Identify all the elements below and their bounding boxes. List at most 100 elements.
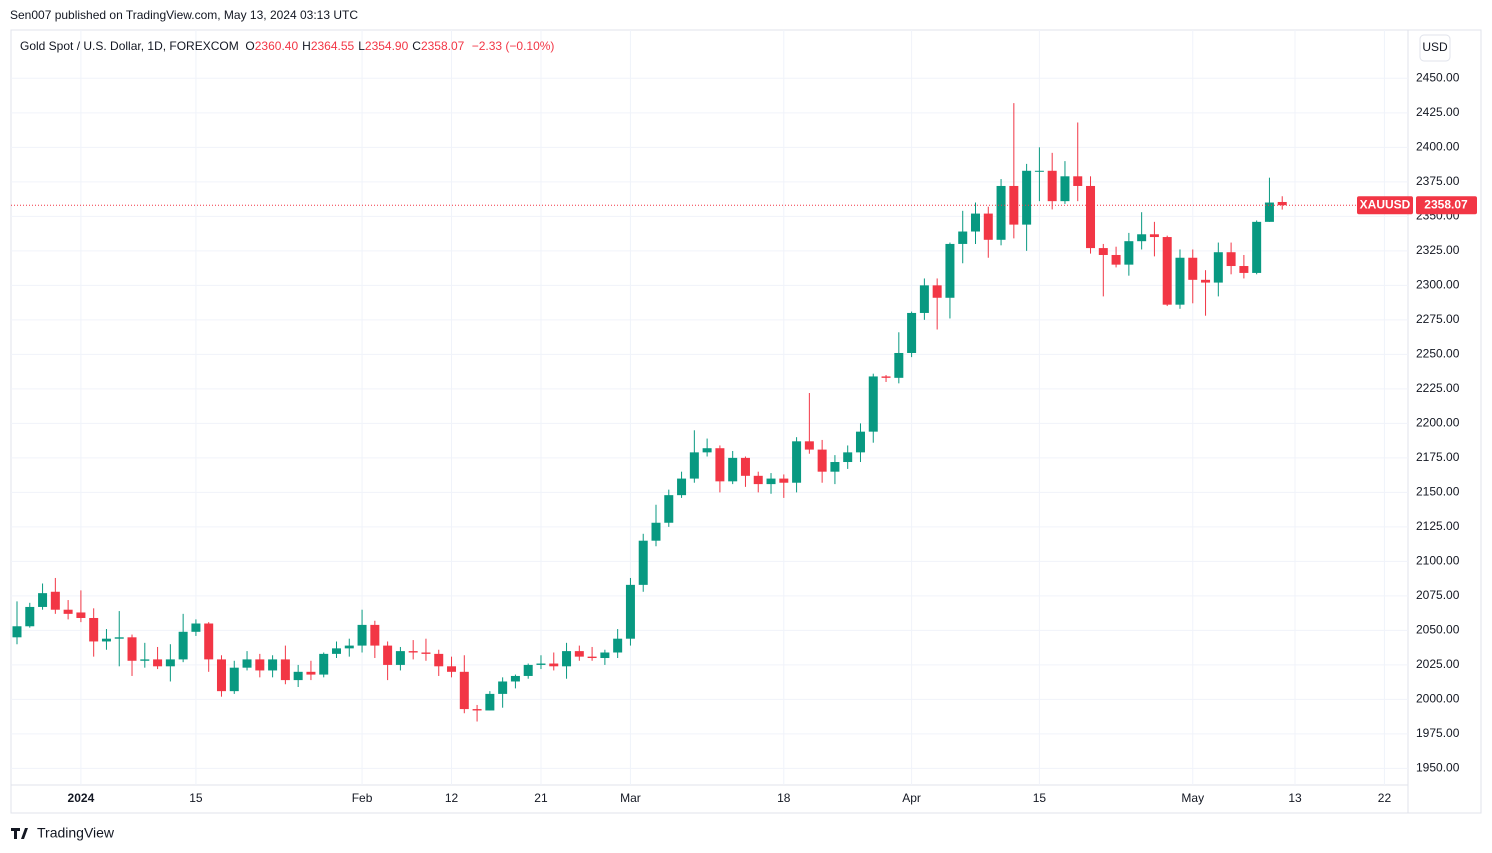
candle-body	[178, 631, 188, 660]
x-tick-label: 22	[1378, 791, 1392, 805]
x-tick-label: 12	[445, 791, 459, 805]
candle-body	[63, 609, 73, 614]
candle-body	[216, 659, 226, 692]
candle-body	[204, 623, 214, 660]
x-tick-label: 15	[1033, 791, 1047, 805]
ohlc-value: 2360.40	[254, 39, 299, 53]
candle-body	[664, 495, 674, 523]
candle-body	[293, 671, 303, 681]
y-tick-label: 2300.00	[1416, 278, 1460, 292]
candle-body	[868, 376, 878, 432]
candle-body	[638, 540, 648, 585]
candle-body	[510, 675, 520, 682]
candle-body	[447, 666, 457, 672]
candle-body	[766, 478, 776, 485]
x-tick-label: 21	[534, 791, 548, 805]
candle-body	[268, 659, 278, 671]
chart-frame	[10, 29, 1482, 814]
candle-body	[1264, 202, 1274, 222]
y-tick-label: 2275.00	[1416, 312, 1460, 326]
currency-button[interactable]	[1419, 34, 1451, 62]
candle-body	[562, 651, 572, 667]
y-tick-label: 2200.00	[1416, 416, 1460, 430]
x-tick-label: Feb	[352, 791, 373, 805]
candle-body	[830, 462, 840, 472]
candle-body	[907, 312, 917, 353]
candle-body	[1226, 252, 1236, 267]
candle-body	[395, 651, 405, 665]
candle-body	[357, 624, 367, 646]
candle-body	[89, 617, 99, 642]
y-tick-label: 2175.00	[1416, 450, 1460, 464]
candle-body	[472, 709, 482, 711]
candle-body	[1201, 279, 1211, 283]
candle-body	[779, 478, 789, 483]
candle-body	[1162, 237, 1172, 305]
plot: 1950.00 1975.00 2000.00 2025.00 2050.00 2075.…	[11, 30, 1477, 805]
candle-body	[1137, 234, 1147, 242]
symbol-label: XAUUSD	[1360, 197, 1411, 211]
y-tick-label: 2225.00	[1416, 381, 1460, 395]
candle-body	[715, 448, 725, 482]
candle-body	[38, 593, 48, 607]
change: −2.33 (−0.10%)	[471, 39, 555, 53]
candle-body	[383, 645, 393, 665]
candle-body	[971, 213, 980, 232]
candle-body	[153, 659, 163, 667]
price-label: 2358.07	[1424, 197, 1468, 211]
ohlc-key: L	[358, 39, 365, 53]
candle-body	[1047, 170, 1057, 202]
candle-body	[127, 637, 137, 661]
candle-body	[319, 653, 329, 675]
candle-body	[625, 584, 635, 639]
candle-body	[370, 624, 380, 646]
candle-body	[945, 243, 955, 298]
ohlc-value: 2354.90	[364, 39, 409, 53]
candle-body	[855, 431, 865, 453]
candle-body	[1022, 170, 1032, 225]
candle-body	[1252, 221, 1262, 273]
candle-body	[101, 638, 111, 642]
candle-body	[536, 663, 546, 665]
candle-body	[344, 645, 354, 649]
candle-body	[421, 652, 431, 654]
candle-body	[408, 651, 418, 653]
candle-body	[76, 612, 86, 618]
candle-body	[574, 651, 584, 657]
candle-body	[306, 671, 316, 675]
currency[interactable]: USD	[1422, 40, 1448, 54]
candle-body	[996, 185, 1006, 240]
candle-body	[255, 659, 265, 671]
candle-body	[1060, 176, 1070, 202]
candle-body	[983, 213, 993, 240]
price-tag	[1416, 196, 1477, 215]
ohlc-value: 2364.55	[310, 39, 355, 53]
candle-body	[613, 638, 623, 653]
y-tick-label: 2375.00	[1416, 174, 1460, 188]
candle-body	[702, 448, 712, 453]
candle-body	[498, 681, 508, 694]
y-tick-label: 2125.00	[1416, 519, 1460, 533]
candle-body	[434, 653, 444, 667]
y-tick-label: 2100.00	[1416, 554, 1460, 568]
symbol-tag	[1357, 196, 1413, 215]
candle-body	[958, 231, 968, 244]
y-tick-label: 2075.00	[1416, 588, 1460, 602]
ohlc-value: 2358.07	[420, 39, 465, 53]
candle-body	[1175, 257, 1185, 305]
candle-body	[600, 652, 610, 659]
brand-logo	[11, 828, 28, 839]
candle-body	[12, 626, 22, 638]
candle-body	[165, 659, 175, 667]
candle-body	[140, 659, 150, 661]
candle-body	[332, 648, 341, 654]
ohlc-key: C	[412, 39, 421, 53]
candle-body	[485, 693, 495, 711]
candle-body	[1149, 234, 1159, 238]
candle-body	[1277, 201, 1287, 206]
candle-body	[881, 376, 891, 378]
candle-body	[1239, 266, 1249, 273]
candle-body	[753, 475, 763, 485]
y-tick-label: 2400.00	[1416, 139, 1460, 153]
